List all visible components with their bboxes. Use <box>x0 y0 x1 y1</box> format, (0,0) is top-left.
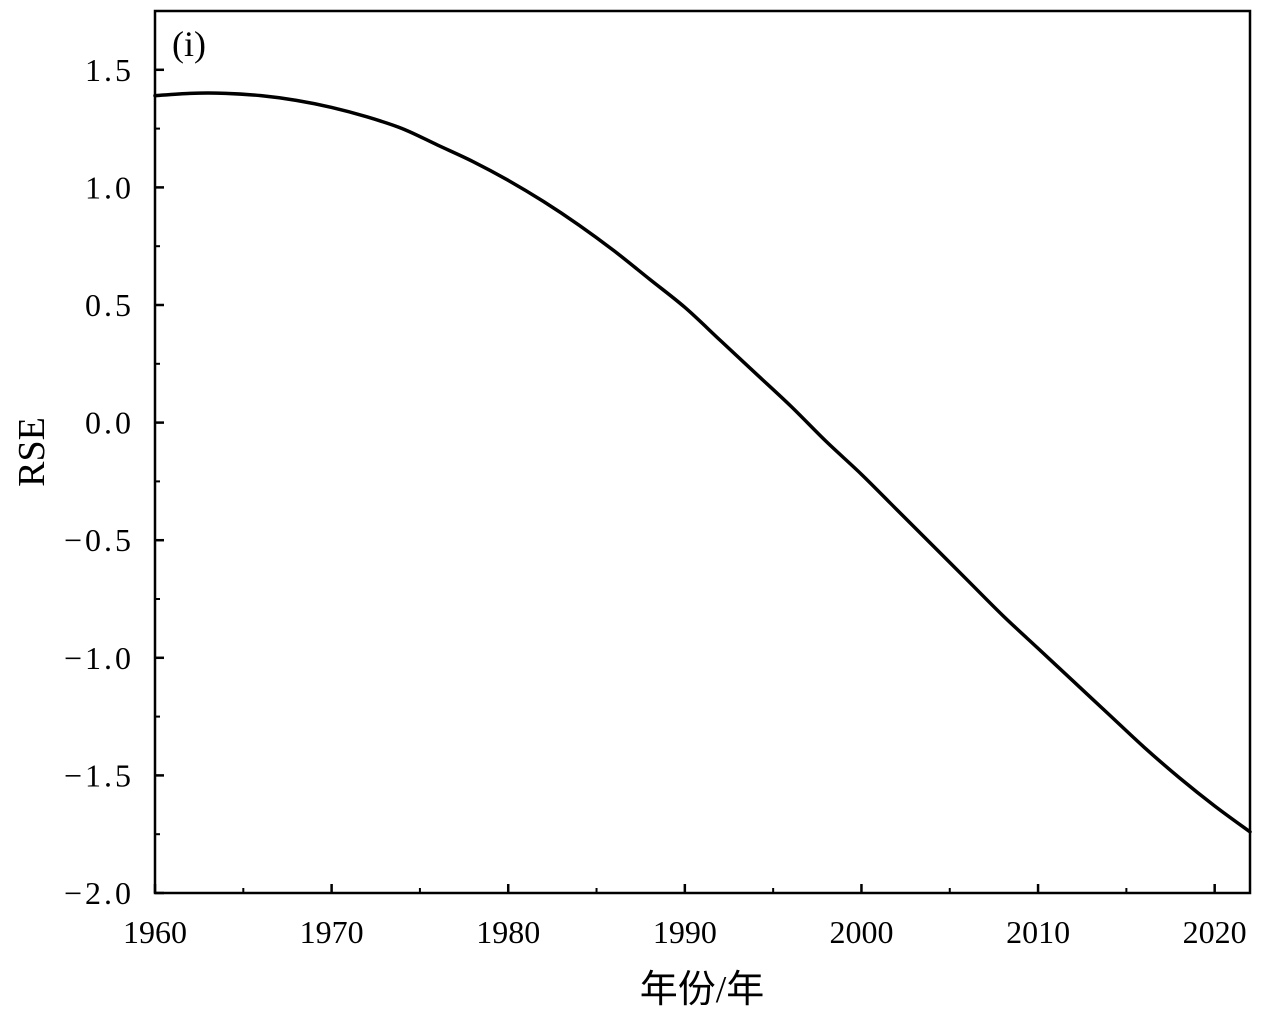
y-tick-label: −0.5 <box>64 522 134 558</box>
y-tick-label: 0.0 <box>85 405 134 441</box>
y-axis-title: RSE <box>11 417 53 487</box>
x-tick-label: 1990 <box>653 914 717 950</box>
panel-label: (i) <box>172 24 206 64</box>
y-tick-label: 1.0 <box>85 169 134 205</box>
plot-frame <box>153 9 1252 895</box>
rse-series-line <box>153 91 1252 834</box>
series-lines <box>153 91 1252 834</box>
y-tick-label: 1.5 <box>85 52 134 88</box>
x-tick-label: 2020 <box>1183 914 1247 950</box>
y-tick-labels: 1.5 1.0 0.5 0.0 −0.5 −1.0 −1.5 −2.0 <box>64 52 134 911</box>
y-tick-label: −1.5 <box>64 757 134 793</box>
x-tick-labels: 1960 1970 1980 1990 2000 2010 2020 <box>123 914 1247 950</box>
y-tick-label: −1.0 <box>64 640 134 676</box>
x-axis-title: 年份/年 <box>640 969 765 1011</box>
x-tick-label: 1980 <box>476 914 540 950</box>
x-major-ticks <box>153 884 1216 893</box>
y-tick-label: 0.5 <box>85 287 134 323</box>
x-tick-label: 2000 <box>829 914 893 950</box>
x-tick-label: 1960 <box>123 914 187 950</box>
x-tick-label: 2010 <box>1006 914 1070 950</box>
y-tick-label: −2.0 <box>64 875 134 911</box>
x-tick-label: 1970 <box>300 914 364 950</box>
